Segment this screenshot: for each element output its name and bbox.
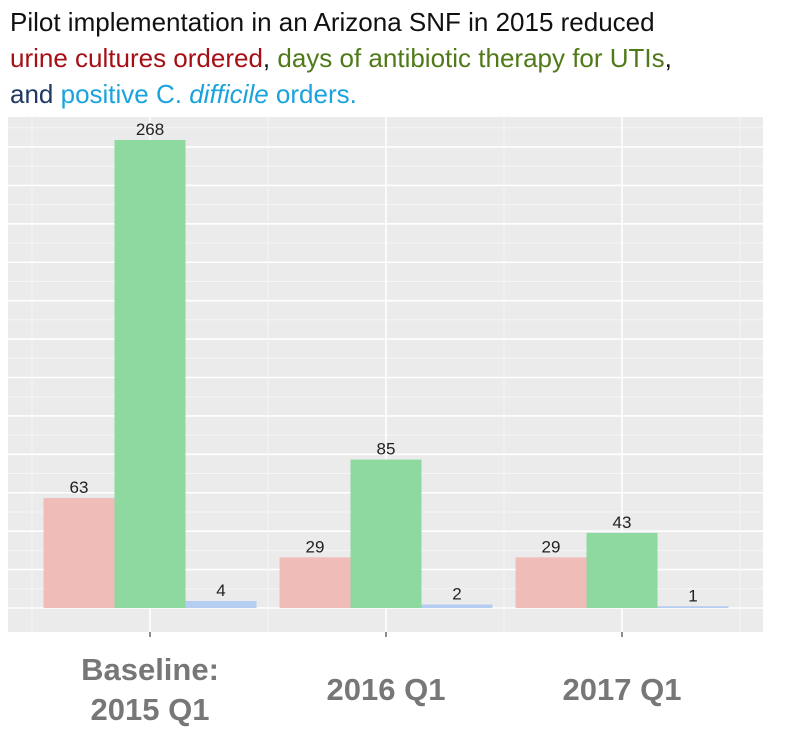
title-urine-cultures: urine cultures ordered [10,43,263,73]
data-label-cdiff-0: 4 [216,581,225,600]
bar-cdiff-1 [421,604,493,608]
bar-antibiotic-0 [114,140,186,608]
x-tick-label-line: 2017 Q1 [563,672,682,707]
title-comma-1: , [262,43,278,73]
data-label-antibiotic-1: 85 [377,440,396,459]
data-label-antibiotic-0: 268 [136,120,164,139]
bar-antibiotic-1 [350,459,422,608]
title-comma-2: , [664,43,672,73]
data-label-urine-0: 63 [70,478,89,497]
title-cdiff-a: positive C. [60,79,190,109]
data-label-antibiotic-2: 43 [613,513,632,532]
data-label-urine-1: 29 [306,537,325,556]
bar-urine-0 [43,497,115,608]
x-tick-label-1: 2016 Q1 [327,672,446,707]
title-cdiff-italic: difficile [189,79,269,109]
title-cdiff-b: orders. [268,79,357,109]
bar-cdiff-2 [657,606,729,608]
title-and: and [10,79,61,109]
x-tick-label-2: 2017 Q1 [563,672,682,707]
x-tick-label-line: Baseline: [81,652,219,687]
bar-antibiotic-2 [586,532,658,608]
x-tick-label-line: 2015 Q1 [91,692,210,727]
title-line-1: Pilot implementation in an Arizona SNF i… [10,7,655,37]
chart-title: Pilot implementation in an Arizona SNF i… [10,4,800,112]
bar-urine-1 [279,557,351,608]
title-antibiotic-days: days of antibiotic therapy for UTIs [277,43,665,73]
data-label-cdiff-2: 1 [688,586,697,605]
title-line-3: and positive C. difficile orders. [10,76,800,112]
data-label-urine-2: 29 [542,537,561,556]
title-line-2: urine cultures ordered, days of antibiot… [10,40,800,76]
bar-cdiff-0 [185,601,257,608]
x-tick-label-line: 2016 Q1 [327,672,446,707]
data-label-cdiff-1: 2 [452,585,461,604]
bar-urine-2 [515,557,587,608]
x-tick-label-0: Baseline: 2015 Q1 [81,652,219,727]
